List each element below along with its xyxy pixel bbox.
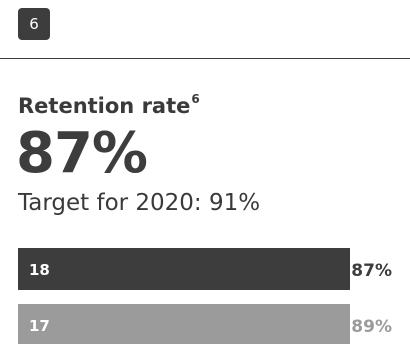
section-number-badge: 6 bbox=[18, 8, 50, 40]
bar-value-label-17: 89% bbox=[351, 317, 392, 337]
metric-target: Target for 2020: 91% bbox=[18, 190, 261, 216]
metric-footnote-marker: 6 bbox=[191, 92, 200, 106]
metric-title: Retention rate6 bbox=[18, 92, 200, 118]
bar-category-label-18: 18 bbox=[29, 261, 50, 279]
bar-category-label-17: 17 bbox=[29, 317, 50, 335]
bar-value-label-18: 87% bbox=[351, 261, 392, 281]
bar-17 bbox=[18, 304, 350, 344]
metric-title-text: Retention rate bbox=[18, 94, 191, 118]
metric-value: 87% bbox=[16, 121, 148, 186]
bar-18 bbox=[18, 248, 350, 290]
section-divider bbox=[0, 58, 410, 59]
retention-bar-chart: 18 87% 17 89% bbox=[18, 248, 392, 344]
